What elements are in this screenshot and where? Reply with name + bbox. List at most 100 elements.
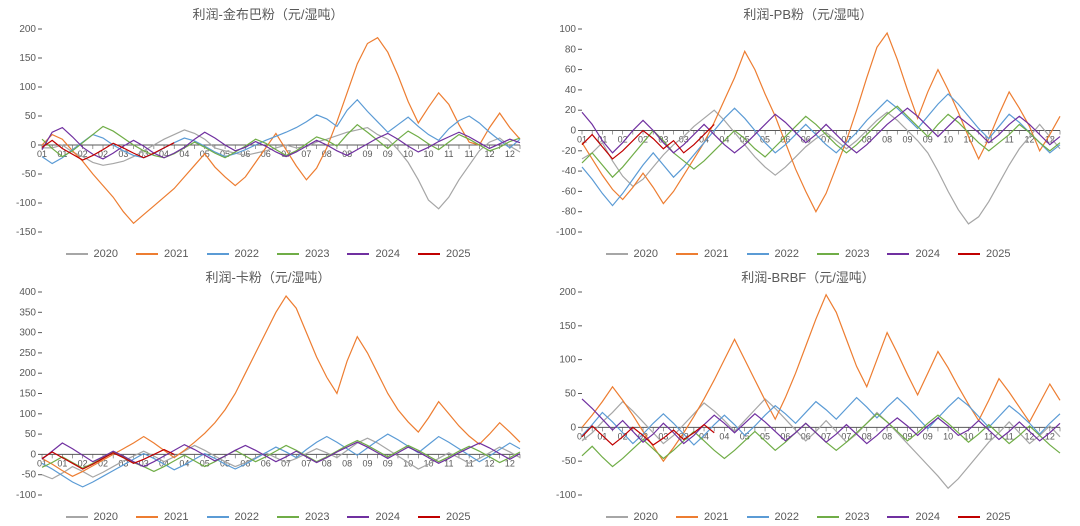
svg-text:09: 09: [902, 135, 912, 145]
legend-label: 2021: [704, 248, 728, 260]
series-2020: [582, 110, 1060, 224]
svg-text:06: 06: [780, 431, 790, 441]
legend-label: 2022: [235, 248, 259, 260]
legend-item-2024: 2024: [887, 248, 939, 260]
svg-text:08: 08: [882, 135, 892, 145]
svg-text:11: 11: [464, 149, 473, 159]
legend-item-2023: 2023: [277, 511, 329, 523]
chart-grid: 利润-金布巴粉（元/湿吨） -150-100-50050100150200010…: [0, 0, 1080, 526]
chart-svg: -100-80-60-40-20020406080100010102020303…: [544, 25, 1068, 244]
legend-item-2020: 2020: [606, 511, 658, 523]
svg-text:04: 04: [719, 135, 729, 145]
legend-swatch: [136, 253, 158, 255]
plot-area: -100-80-60-40-20020406080100010102020303…: [544, 25, 1072, 244]
svg-text:-50: -50: [562, 456, 577, 467]
legend-label: 2023: [305, 248, 329, 260]
svg-text:400: 400: [19, 288, 36, 298]
svg-text:50: 50: [25, 429, 37, 440]
legend-swatch: [207, 253, 229, 255]
svg-text:200: 200: [559, 288, 576, 298]
legend-label: 2020: [94, 511, 118, 523]
plot-area: -150-100-5005010015020001010202030304040…: [4, 25, 532, 244]
legend-swatch: [606, 253, 628, 255]
legend-swatch: [66, 516, 88, 518]
panel-pb: 利润-PB粉（元/湿吨） -100-80-60-40-2002040608010…: [540, 0, 1080, 263]
svg-text:0: 0: [570, 126, 576, 137]
svg-text:11: 11: [1004, 135, 1013, 145]
svg-text:150: 150: [559, 321, 576, 332]
legend-item-2020: 2020: [66, 511, 118, 523]
svg-text:09: 09: [923, 431, 933, 441]
legend-swatch: [418, 253, 440, 255]
svg-text:-60: -60: [562, 186, 577, 197]
legend-label: 2020: [634, 248, 658, 260]
legend-item-2023: 2023: [817, 511, 869, 523]
legend-swatch: [136, 516, 158, 518]
legend-item-2025: 2025: [958, 511, 1010, 523]
plot-area: -100-50050100150200010102020303040405050…: [544, 288, 1072, 507]
svg-text:100: 100: [559, 25, 576, 35]
svg-text:09: 09: [383, 149, 393, 159]
legend-item-2022: 2022: [747, 511, 799, 523]
legend-swatch: [817, 516, 839, 518]
panel-title: 利润-BRBF（元/湿吨）: [544, 267, 1072, 286]
svg-text:-100: -100: [556, 227, 576, 238]
svg-text:60: 60: [565, 65, 577, 76]
svg-text:0: 0: [570, 422, 576, 433]
legend-label: 2021: [704, 511, 728, 523]
svg-text:11: 11: [444, 149, 453, 159]
legend-swatch: [66, 253, 88, 255]
svg-text:09: 09: [362, 149, 372, 159]
legend-label: 2024: [375, 248, 399, 260]
legend-swatch: [676, 253, 698, 255]
svg-text:07: 07: [301, 458, 311, 468]
chart-svg: -100-50050100150200250300350400010102020…: [4, 288, 528, 507]
svg-text:-80: -80: [562, 207, 577, 218]
legend-label: 2025: [446, 248, 470, 260]
series-2021: [582, 33, 1060, 212]
legend-label: 2020: [634, 511, 658, 523]
svg-text:09: 09: [383, 458, 393, 468]
legend-label: 2024: [915, 511, 939, 523]
legend-label: 2024: [375, 511, 399, 523]
svg-text:08: 08: [882, 431, 892, 441]
panel-ka: 利润-卡粉（元/湿吨） -100-50050100150200250300350…: [0, 263, 540, 526]
svg-text:-20: -20: [562, 146, 577, 157]
svg-text:200: 200: [19, 368, 36, 379]
legend-label: 2024: [915, 248, 939, 260]
legend-label: 2023: [305, 511, 329, 523]
legend-swatch: [958, 516, 980, 518]
legend-item-2021: 2021: [136, 248, 188, 260]
svg-text:-100: -100: [556, 490, 576, 501]
svg-text:12: 12: [505, 149, 515, 159]
legend-item-2024: 2024: [347, 248, 399, 260]
legend-swatch: [747, 516, 769, 518]
legend-item-2020: 2020: [66, 248, 118, 260]
legend-item-2022: 2022: [747, 248, 799, 260]
svg-text:100: 100: [559, 355, 576, 366]
svg-text:05: 05: [760, 431, 770, 441]
legend-swatch: [418, 516, 440, 518]
series-2020: [42, 128, 520, 209]
panel-title: 利润-金布巴粉（元/湿吨）: [4, 4, 532, 23]
legend-swatch: [277, 516, 299, 518]
legend-swatch: [676, 516, 698, 518]
series-2021: [42, 38, 520, 224]
legend-item-2021: 2021: [676, 248, 728, 260]
legend-swatch: [207, 516, 229, 518]
legend-swatch: [887, 253, 909, 255]
legend-item-2021: 2021: [136, 511, 188, 523]
legend-swatch: [817, 253, 839, 255]
panel-title: 利润-PB粉（元/湿吨）: [544, 4, 1072, 23]
legend-label: 2020: [94, 248, 118, 260]
svg-text:09: 09: [362, 458, 372, 468]
svg-text:150: 150: [19, 389, 36, 400]
plot-area: -100-50050100150200250300350400010102020…: [4, 288, 532, 507]
legend-item-2022: 2022: [207, 511, 259, 523]
svg-text:10: 10: [943, 135, 953, 145]
legend-label: 2022: [775, 511, 799, 523]
legend: 2020 2021 2022 2023 2024 2025: [544, 511, 1072, 523]
svg-text:80: 80: [565, 44, 577, 55]
legend-item-2022: 2022: [207, 248, 259, 260]
legend: 2020 2021 2022 2023 2024 2025: [4, 248, 532, 260]
